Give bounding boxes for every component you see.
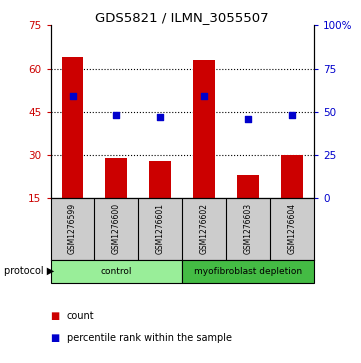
Text: control: control <box>101 267 132 276</box>
Text: GSM1276603: GSM1276603 <box>244 203 253 254</box>
Point <box>245 116 251 122</box>
Bar <box>149 161 171 198</box>
Point <box>70 93 75 99</box>
Point <box>113 112 119 118</box>
Title: GDS5821 / ILMN_3055507: GDS5821 / ILMN_3055507 <box>96 11 269 24</box>
Point <box>201 93 207 99</box>
Point <box>157 114 163 120</box>
Bar <box>193 60 215 198</box>
Text: GSM1276604: GSM1276604 <box>288 203 297 254</box>
Bar <box>51 260 182 283</box>
Text: GSM1276600: GSM1276600 <box>112 203 121 254</box>
Text: GSM1276602: GSM1276602 <box>200 203 209 254</box>
Point <box>289 112 295 118</box>
Text: ■: ■ <box>51 333 60 343</box>
Bar <box>105 158 127 198</box>
Text: GSM1276599: GSM1276599 <box>68 203 77 254</box>
Bar <box>237 175 259 198</box>
Bar <box>182 260 314 283</box>
Text: count: count <box>67 311 95 321</box>
Text: percentile rank within the sample: percentile rank within the sample <box>67 333 232 343</box>
Text: ■: ■ <box>51 311 60 321</box>
Text: GSM1276601: GSM1276601 <box>156 203 165 254</box>
Bar <box>281 155 303 198</box>
Text: myofibroblast depletion: myofibroblast depletion <box>194 267 302 276</box>
Text: protocol ▶: protocol ▶ <box>4 266 54 277</box>
Bar <box>61 57 83 198</box>
